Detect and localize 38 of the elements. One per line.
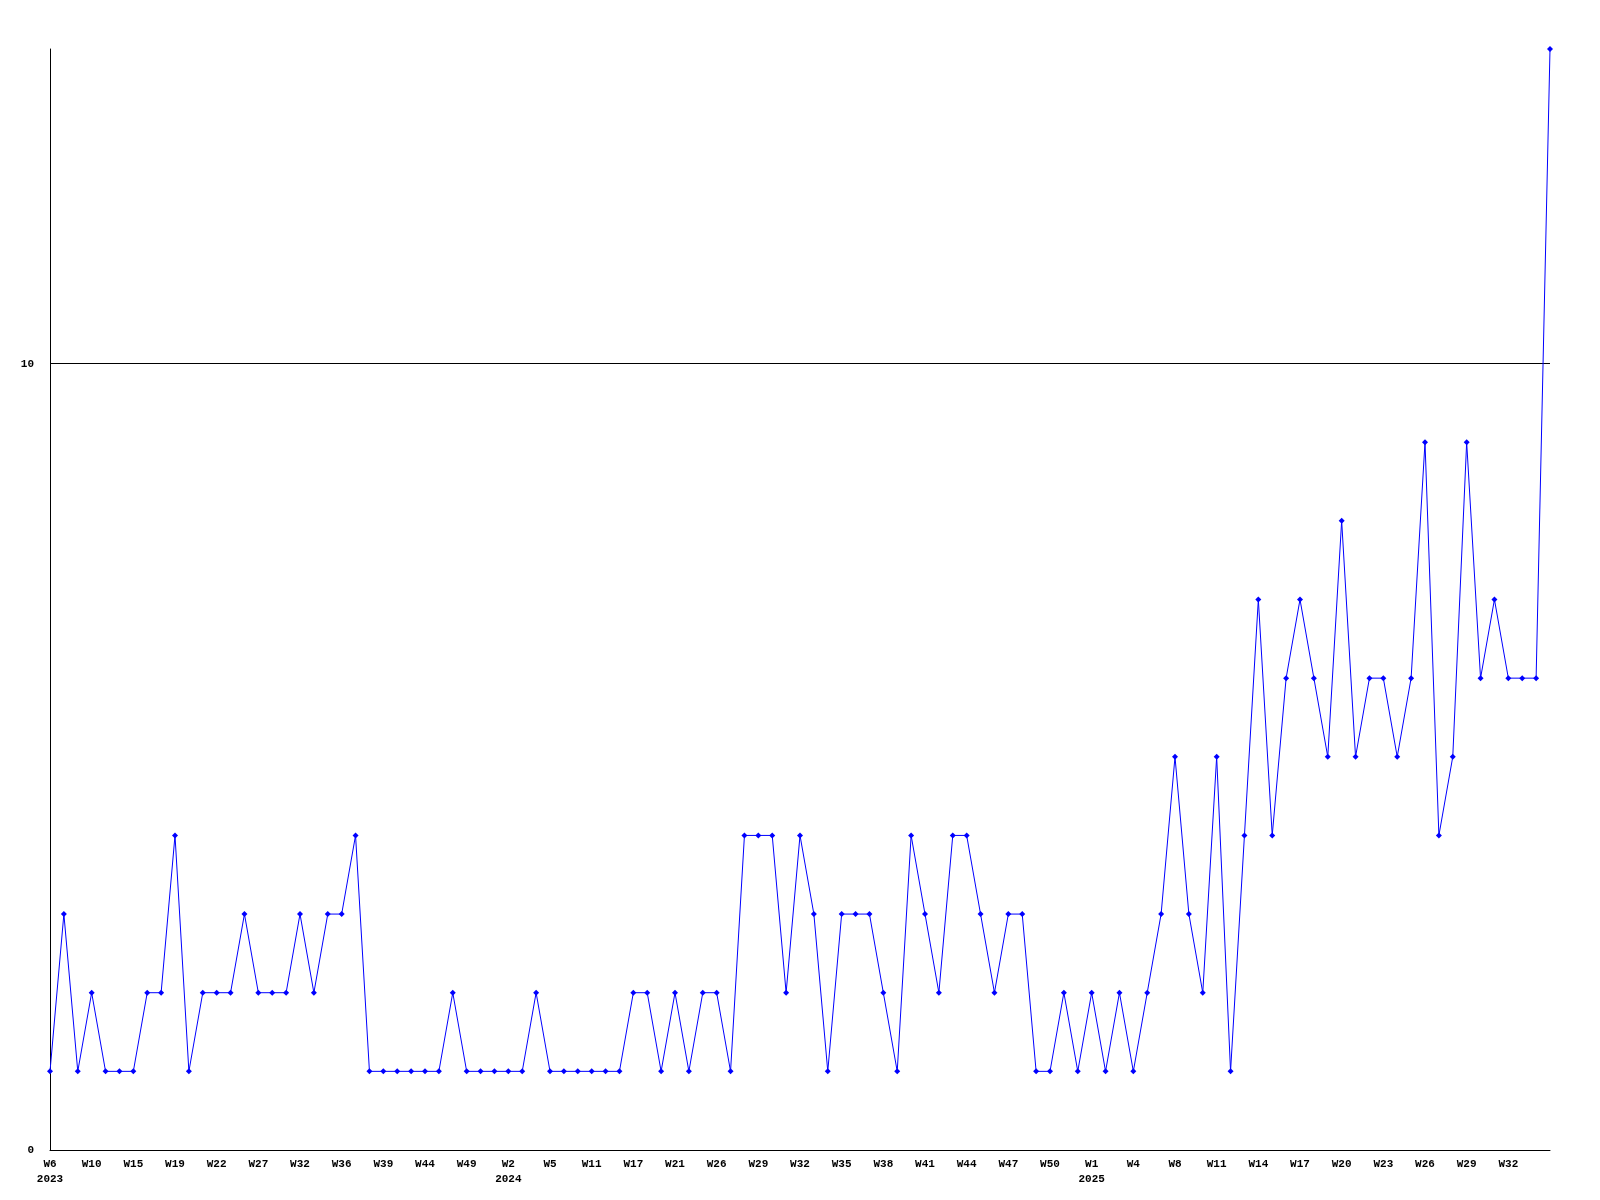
x-tick-label: W41 (915, 1157, 936, 1170)
x-tick-label: W32 (290, 1157, 310, 1170)
x-tick-label: W35 (831, 1157, 852, 1170)
x-tick-label: W14 (1248, 1157, 1269, 1170)
x-tick-label: W10 (81, 1157, 102, 1170)
x-tick-label: W32 (790, 1157, 810, 1170)
x-tick-label: W26 (1415, 1157, 1435, 1170)
x-tick-label: W20 (1331, 1157, 1352, 1170)
x-tick-label: W6 2023 (36, 1157, 64, 1185)
x-tick-label: W11 (1206, 1157, 1227, 1170)
x-tick-label: W4 (1126, 1157, 1141, 1170)
x-tick-label: W19 (165, 1157, 185, 1170)
x-tick-label: W44 (956, 1157, 977, 1170)
x-tick-label: W17 (1290, 1157, 1310, 1170)
x-tick-label: W2 2024 (495, 1157, 522, 1185)
x-tick-label: W1 2025 (1078, 1157, 1106, 1185)
x-tick-label: W15 (123, 1157, 144, 1170)
x-tick-label: W44 (415, 1157, 436, 1170)
x-tick-label: W49 (456, 1157, 477, 1170)
x-tick-label: W29 (1456, 1157, 1477, 1170)
x-tick-label: W8 (1168, 1157, 1182, 1170)
x-tick-label: W39 (373, 1157, 394, 1170)
x-tick-label: W50 (1040, 1157, 1060, 1170)
x-tick-label: W27 (248, 1157, 269, 1170)
x-tick-label: W22 (206, 1157, 227, 1170)
x-tick-label: W47 (998, 1157, 1019, 1170)
x-tick-label: W21 (665, 1157, 686, 1170)
x-tick-label: W38 (873, 1157, 894, 1170)
x-tick-label: W23 (1373, 1157, 1394, 1170)
x-tick-label: W26 (706, 1157, 727, 1170)
x-tick-label: W5 (543, 1157, 557, 1170)
x-tick-label: W36 (331, 1157, 352, 1170)
x-tick-label: W32 (1498, 1157, 1519, 1170)
x-tick-label: W17 (623, 1157, 644, 1170)
y-tick-label: 10 (20, 357, 34, 370)
y-tick-label: 0 (27, 1144, 34, 1156)
x-tick-label: W29 (748, 1157, 769, 1170)
x-tick-label: W11 (581, 1157, 602, 1170)
